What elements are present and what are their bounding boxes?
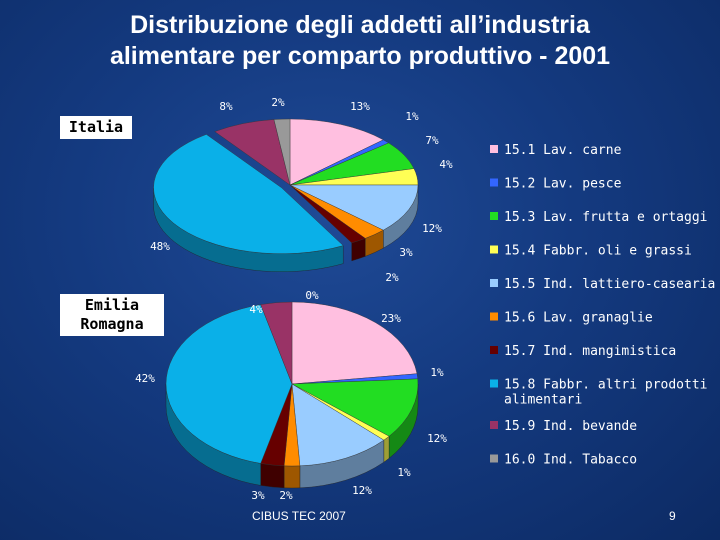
pie0-label-9: 2% (271, 96, 285, 109)
pie1-label-4: 12% (352, 484, 372, 497)
pie1-label-1: 1% (430, 366, 444, 379)
pie1-label-7: 42% (135, 372, 155, 385)
pie0-label-4: 12% (422, 222, 442, 235)
legend-swatch-6 (490, 346, 498, 354)
pie1-label-6: 3% (251, 489, 265, 502)
legend-swatch-9 (490, 454, 498, 463)
pie0-label-6: 2% (385, 271, 399, 284)
pie1-label-2: 12% (427, 432, 447, 445)
pie1-label-5: 2% (279, 489, 293, 502)
slide-title: Distribuzione degli addetti all’industri… (40, 10, 680, 72)
legend-label-4: 15.5 Ind. lattiero-casearia (504, 277, 715, 292)
legend-swatch-2 (490, 212, 498, 220)
chart-title-emilia-romagna: Emilia Romagna (60, 294, 164, 336)
pie1-slice-8 (260, 301, 293, 385)
pie1-slice-side-5 (283, 465, 301, 489)
pie0-label-3: 4% (439, 158, 453, 171)
legend-swatch-3 (490, 245, 498, 254)
legend-label-3: 15.4 Fabbr. oli e grassi (504, 244, 692, 259)
legend-swatch-0 (490, 145, 498, 153)
legend-label-5: 15.6 Lav. granaglie (504, 311, 653, 326)
pie0-label-7: 48% (150, 240, 170, 253)
pie1-slice-4 (291, 383, 385, 467)
pie1-slice-2 (291, 378, 419, 437)
chart-title-italia: Italia (60, 116, 132, 139)
chart-title-emilia-line: Emilia (84, 296, 140, 314)
legend-label-1: 15.2 Lav. pesce (504, 177, 622, 192)
pie1-slice-0 (291, 301, 418, 385)
legend-swatch-8 (490, 421, 498, 429)
legend-label-6: 15.7 Ind. mangimistica (504, 344, 676, 359)
pie1-label-0: 23% (381, 312, 401, 325)
pie0-label-0: 13% (350, 100, 370, 113)
pie1-label-3: 1% (397, 466, 411, 479)
pie-chart-0: 13%1%7%4%12%3%2%48%8% 2% (150, 96, 453, 284)
page-number: 9 (669, 509, 676, 523)
pie1-slice-side-3 (383, 435, 390, 463)
pie0-slice-4 (289, 184, 419, 231)
legend-label-0: 15.1 Lav. carne (504, 143, 622, 158)
legend-swatch-5 (490, 312, 498, 321)
title-line-2: alimentare per comparto produttivo - 200… (109, 42, 611, 70)
pie1-slice-side-6 (260, 463, 285, 489)
pie1-slice-7 (165, 304, 293, 464)
legend-label-7-line2: alimentari (504, 393, 582, 408)
legend-label-2: 15.3 Lav. frutta e ortaggi (504, 210, 708, 225)
pie0-label-8: 8% (219, 100, 233, 113)
pie0-label-2: 7% (425, 134, 439, 147)
legend-swatch-1 (490, 178, 498, 187)
pie1-label-8: 4% (249, 303, 263, 316)
pie0-slice-7 (153, 134, 344, 254)
legend-swatch-4 (490, 279, 498, 287)
legend: 15.1 Lav. carne 15.2 Lav. pesce 15.3 Lav. … (490, 143, 715, 468)
title-line-1: Distribuzione degli addetti all’industri… (130, 11, 590, 39)
footer-source: CIBUS TEC 2007 (252, 509, 346, 523)
pie0-slice-6 (289, 184, 366, 244)
pie0-label-1: 1% (405, 110, 419, 123)
legend-label-8: 15.9 Ind. bevande (504, 419, 637, 434)
pie0-slice-0 (289, 118, 384, 186)
legend-swatch-7 (490, 379, 498, 388)
pie0-slice-9 (273, 118, 291, 186)
legend-label-7: 15.8 Fabbr. altri prodotti (504, 378, 708, 393)
pie0-label-5: 3% (399, 246, 413, 259)
legend-label-9: 16.0 Ind. Tabacco (504, 453, 637, 468)
chart-title-romagna-line: Romagna (80, 315, 144, 333)
pie1-label-9: 0% (305, 289, 319, 302)
pie-chart-1: 23% 1% 12% 1% 12% 2% 3% 42% 4% 0% (135, 289, 447, 502)
